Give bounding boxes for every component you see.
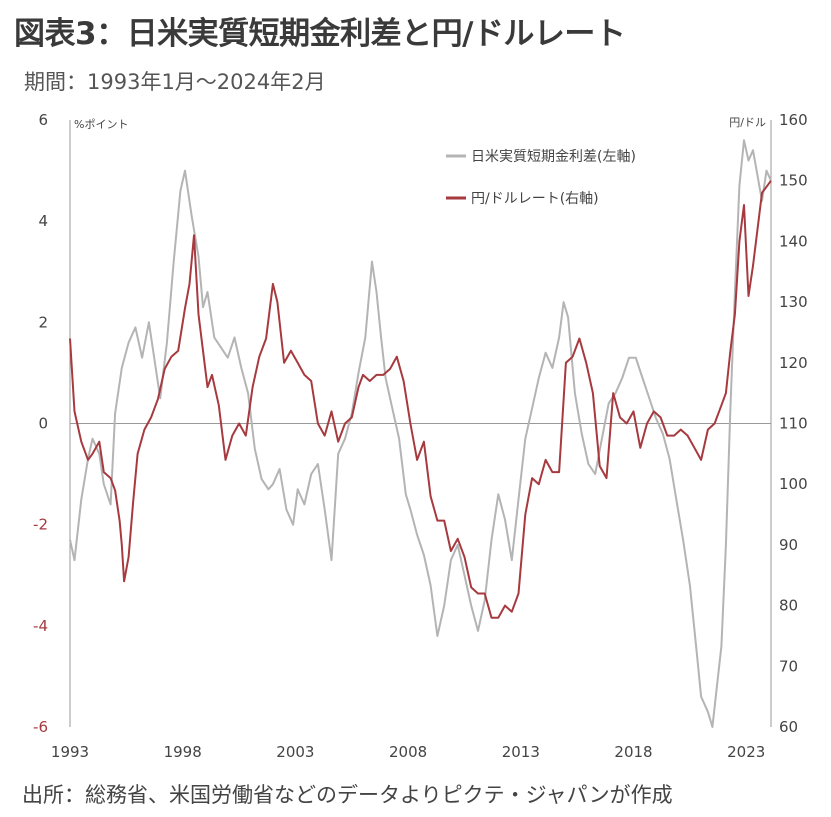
left-tick-label: -2 — [33, 516, 48, 534]
legend-label-rate-diff: 日米実質短期金利差(左軸) — [471, 149, 636, 165]
left-tick-label: -6 — [33, 718, 48, 736]
right-axis-unit: 円/ドル — [729, 116, 766, 129]
right-tick-label: 140 — [779, 232, 808, 250]
left-tick-label: 4 — [38, 212, 48, 230]
right-tick-label: 120 — [779, 354, 808, 372]
x-tick-label: 1998 — [164, 743, 202, 761]
chart-axes: 6 4 2 0 -2 -4 -6 160 150 140 130 120 110 100 90 80 70 60 1… — [33, 111, 808, 761]
left-tick-label: 0 — [38, 415, 48, 433]
series-line-usdjpy — [69, 180, 772, 619]
left-axis-unit: %ポイント — [74, 118, 128, 131]
source-note: 出所：総務省、米国労働省などのデータよりピクテ・ジャパンが作成 — [22, 783, 673, 807]
page-title: 図表3：日米実質短期金利差と円/ドルレート — [14, 16, 626, 52]
left-tick-label: 6 — [38, 111, 48, 129]
right-tick-label: 60 — [779, 718, 798, 736]
x-tick-label: 2023 — [727, 743, 765, 761]
x-tick-label: 2003 — [276, 743, 314, 761]
right-tick-label: 110 — [779, 415, 808, 433]
period-subtitle: 期間：1993年1月～2024年2月 — [24, 70, 326, 94]
right-tick-label: 150 — [779, 172, 808, 190]
right-tick-label: 70 — [779, 657, 798, 675]
right-tick-label: 90 — [779, 536, 798, 554]
legend-label-usdjpy: 円/ドルレート(右軸) — [471, 191, 599, 207]
left-tick-label: 2 — [38, 313, 48, 331]
x-tick-label: 2018 — [614, 743, 652, 761]
series-line-rate-diff — [69, 139, 772, 728]
right-tick-label: 160 — [779, 111, 808, 129]
x-tick-label: 2013 — [502, 743, 540, 761]
right-tick-label: 130 — [779, 293, 808, 311]
x-tick-label: 2008 — [389, 743, 427, 761]
right-tick-label: 100 — [779, 475, 808, 493]
left-tick-label: -4 — [33, 617, 48, 635]
right-tick-label: 80 — [779, 597, 798, 615]
x-tick-label: 1993 — [51, 743, 89, 761]
legend: 日米実質短期金利差(左軸) 円/ドルレート(右軸) — [446, 149, 636, 207]
